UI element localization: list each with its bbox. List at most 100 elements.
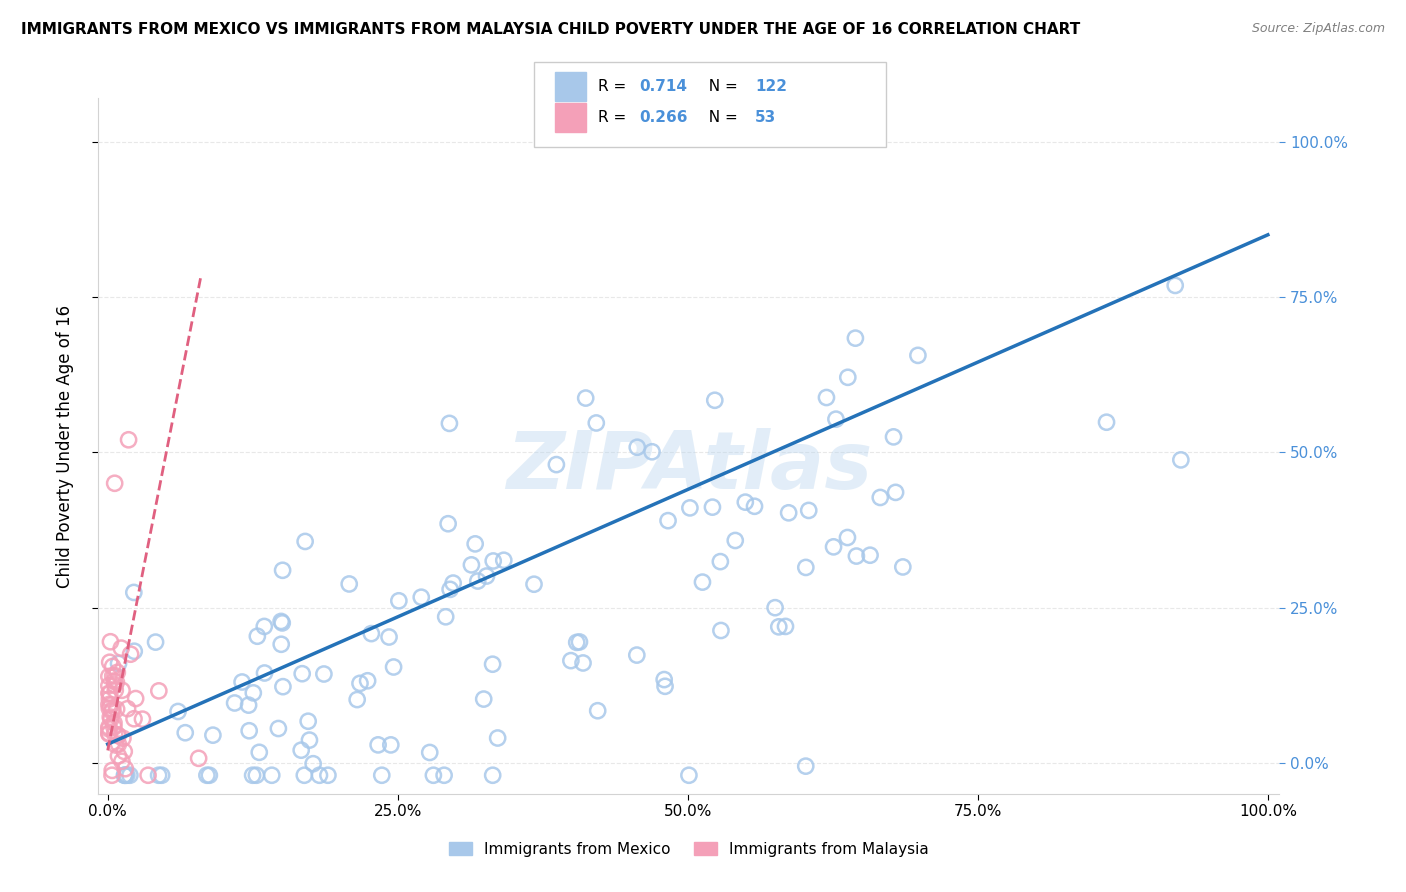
Point: [107, 737, 129, 751]
Point: [815, 391, 838, 405]
Point: [246, 629, 269, 643]
Point: [302, 756, 325, 771]
Point: [298, 733, 321, 747]
Point: [869, 491, 891, 505]
Point: [120, 647, 142, 661]
Point: [111, 683, 134, 698]
Point: [242, 686, 264, 700]
Point: [111, 731, 134, 746]
Point: [568, 635, 591, 649]
Point: [349, 676, 371, 690]
Point: [105, 665, 128, 680]
Point: [131, 712, 153, 726]
Point: [97, 727, 120, 741]
Text: ZIPAtlas: ZIPAtlas: [506, 428, 872, 506]
Point: [641, 444, 664, 458]
Point: [150, 768, 173, 782]
Point: [98, 710, 121, 724]
Point: [104, 668, 127, 682]
Text: 122: 122: [755, 79, 787, 94]
Point: [439, 417, 461, 431]
Point: [775, 619, 797, 633]
Point: [565, 635, 588, 649]
Point: [371, 768, 394, 782]
Point: [482, 554, 505, 568]
Point: [291, 666, 314, 681]
Point: [148, 684, 170, 698]
Point: [103, 674, 125, 689]
Point: [884, 485, 907, 500]
Point: [114, 768, 136, 782]
Text: Source: ZipAtlas.com: Source: ZipAtlas.com: [1251, 22, 1385, 36]
Point: [260, 768, 283, 782]
Point: [100, 698, 122, 712]
Point: [100, 634, 122, 648]
Point: [778, 506, 800, 520]
Point: [472, 692, 495, 706]
Point: [294, 534, 316, 549]
Point: [238, 698, 260, 713]
Point: [97, 726, 120, 740]
Point: [270, 637, 292, 651]
Point: [290, 743, 312, 757]
Point: [104, 738, 127, 752]
Point: [441, 576, 464, 591]
Point: [114, 762, 136, 776]
Point: [122, 712, 145, 726]
Point: [337, 577, 360, 591]
Point: [585, 416, 607, 430]
Point: [679, 500, 702, 515]
Point: [744, 500, 766, 514]
Point: [316, 768, 339, 782]
Point: [1170, 453, 1192, 467]
Text: R =: R =: [598, 79, 631, 94]
Point: [481, 768, 503, 782]
Point: [702, 500, 724, 515]
Point: [105, 702, 128, 716]
Point: [422, 768, 444, 782]
Point: [122, 585, 145, 599]
Text: 53: 53: [755, 111, 776, 125]
Point: [382, 660, 405, 674]
Text: N =: N =: [699, 79, 742, 94]
Point: [845, 549, 868, 563]
Point: [118, 768, 141, 782]
Point: [709, 555, 731, 569]
Point: [187, 751, 209, 765]
Point: [231, 675, 253, 690]
Point: [560, 654, 582, 668]
Point: [97, 698, 120, 712]
Point: [267, 722, 290, 736]
Point: [794, 560, 817, 574]
Point: [136, 768, 159, 782]
Point: [271, 563, 294, 577]
Text: N =: N =: [699, 111, 742, 125]
Point: [104, 683, 127, 698]
Point: [114, 768, 136, 782]
Point: [122, 644, 145, 658]
Point: [174, 725, 197, 739]
Point: [117, 701, 139, 715]
Point: [101, 702, 124, 716]
Point: [794, 759, 817, 773]
Point: [433, 768, 456, 782]
Point: [825, 412, 848, 426]
Text: 0.266: 0.266: [640, 111, 688, 125]
Point: [859, 548, 882, 562]
Point: [797, 503, 820, 517]
Point: [703, 393, 725, 408]
Point: [101, 659, 124, 673]
Point: [97, 669, 120, 683]
Point: [475, 569, 498, 583]
Point: [98, 686, 121, 700]
Point: [97, 679, 120, 693]
Point: [768, 620, 790, 634]
Point: [692, 575, 714, 590]
Point: [104, 727, 127, 741]
Point: [271, 680, 294, 694]
Point: [837, 531, 859, 545]
Point: [107, 728, 129, 742]
Point: [356, 673, 378, 688]
Legend: Immigrants from Mexico, Immigrants from Malaysia: Immigrants from Mexico, Immigrants from …: [443, 836, 935, 863]
Point: [1095, 415, 1118, 429]
